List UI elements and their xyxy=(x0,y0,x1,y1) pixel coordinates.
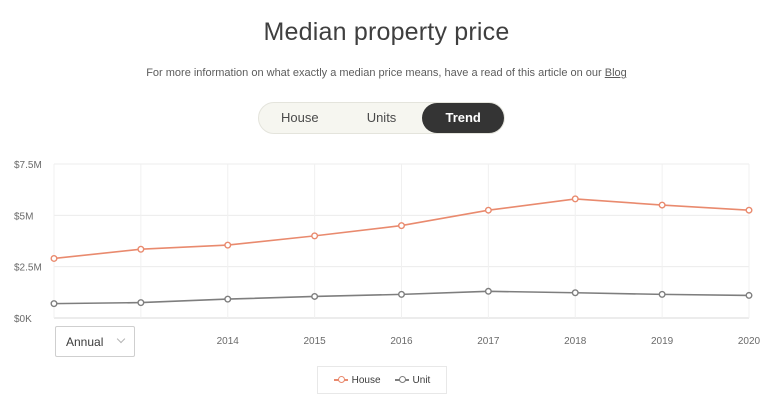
house-data-point[interactable] xyxy=(571,195,579,203)
y-tick-label: $5M xyxy=(14,211,33,222)
toggle-units[interactable]: Units xyxy=(366,110,397,125)
x-tick-label: 2020 xyxy=(738,336,761,347)
house-data-point[interactable] xyxy=(658,201,666,209)
legend-unit-swatch-icon xyxy=(394,376,409,384)
unit-data-point[interactable] xyxy=(137,299,145,307)
y-tick-label: $7.5M xyxy=(14,160,42,171)
toggle-trend[interactable]: Trend xyxy=(422,103,505,133)
x-tick-label: 2018 xyxy=(564,336,587,347)
page-title: Median property price xyxy=(263,18,510,46)
x-tick-label: 2016 xyxy=(390,336,413,347)
period-select[interactable]: Annual xyxy=(55,326,135,357)
x-tick-label: 2014 xyxy=(217,336,240,347)
house-data-point[interactable] xyxy=(137,245,145,253)
legend-item-unit[interactable]: Unit xyxy=(394,374,431,386)
y-tick-label: $0K xyxy=(14,314,32,325)
subtitle-text: For more information on what exactly a m… xyxy=(146,67,602,79)
house-data-point[interactable] xyxy=(224,241,232,249)
legend-house-swatch-icon xyxy=(333,376,348,384)
toggle-house[interactable]: House xyxy=(281,110,319,125)
y-axis-ticks: $0K $2.5M $5M $7.5M xyxy=(14,160,42,325)
x-tick-label: 2019 xyxy=(651,336,674,347)
y-tick-label: $2.5M xyxy=(14,263,42,274)
unit-data-point[interactable] xyxy=(571,289,579,297)
blog-link[interactable]: Blog xyxy=(604,67,627,79)
unit-data-point[interactable] xyxy=(311,292,319,300)
legend-unit-label: Unit xyxy=(412,374,431,386)
house-data-point[interactable] xyxy=(745,206,753,214)
price-trend-chart: $0K$2.5M$5M$7.5M 2014 2015 2016 2017 2018 201… xyxy=(14,160,761,347)
unit-data-point[interactable] xyxy=(398,290,406,298)
x-tick-label: 2017 xyxy=(477,336,500,347)
chevron-down-icon xyxy=(116,334,126,344)
page-subtitle: For more information on what exactly a m… xyxy=(0,67,773,79)
house-data-point[interactable] xyxy=(484,206,492,214)
house-data-point[interactable] xyxy=(398,222,406,230)
property-type-toggle: House Units Trend xyxy=(258,102,505,134)
house-data-point[interactable] xyxy=(311,232,319,240)
unit-data-point[interactable] xyxy=(745,291,753,299)
period-select-value: Annual xyxy=(66,334,104,349)
legend-house-label: House xyxy=(351,374,381,386)
x-axis-ticks: 2014 2015 2016 2017 2018 2019 2020 xyxy=(217,336,761,347)
unit-data-point[interactable] xyxy=(658,290,666,298)
chart-legend: House Unit xyxy=(317,366,447,394)
unit-data-point[interactable] xyxy=(484,287,492,295)
legend-item-house[interactable]: House xyxy=(333,374,381,386)
unit-data-point[interactable] xyxy=(50,300,58,308)
house-data-point[interactable] xyxy=(50,254,58,262)
unit-data-point[interactable] xyxy=(224,295,232,303)
x-tick-label: 2015 xyxy=(304,336,327,347)
chart-series xyxy=(50,195,753,308)
